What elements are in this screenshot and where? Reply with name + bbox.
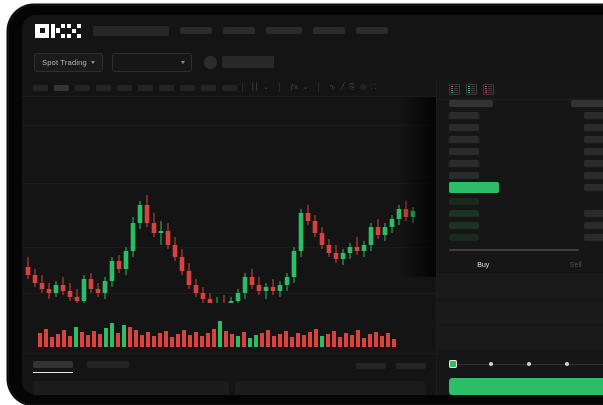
device-frame: Spot Trading (8, 5, 603, 405)
volume-histogram (22, 303, 436, 353)
fullscreen-icon[interactable]: ⛶ (371, 84, 377, 91)
timeframe-group (33, 84, 237, 91)
chart-gridline (22, 125, 436, 126)
tab-order-history[interactable] (87, 361, 129, 368)
toolbar-divider (279, 83, 281, 92)
bottom-panel-left[interactable] (33, 381, 229, 395)
orderbook-buy-icon[interactable] (466, 84, 477, 95)
orderbook-rows[interactable] (437, 99, 603, 255)
timeframe-8[interactable] (180, 84, 195, 91)
settings-gear-icon[interactable]: ◎ (360, 84, 367, 91)
app-screen: Spot Trading (22, 15, 603, 395)
app-header (22, 15, 603, 46)
orderbook-view-toggles (437, 79, 603, 95)
slider-handle[interactable] (449, 360, 457, 368)
indicator-icon[interactable]: ƒx (290, 84, 298, 91)
bottom-content-panels (33, 381, 425, 395)
trading-pair-select[interactable] (111, 52, 192, 72)
okx-logo-icon[interactable] (35, 23, 81, 38)
buy-sell-tabs: Buy Sell (437, 256, 603, 275)
slider-node-75[interactable] (565, 361, 569, 366)
percent-slider[interactable] (449, 360, 603, 370)
bottom-action-1[interactable] (356, 363, 386, 369)
nav-item-4[interactable] (313, 27, 345, 34)
candle-series (25, 195, 416, 303)
header-nav (93, 25, 388, 36)
bottom-panel (22, 353, 436, 395)
logo-block-x (67, 23, 81, 38)
price-field[interactable] (437, 276, 603, 299)
chart-gridline (22, 183, 436, 184)
timeframe-2[interactable] (54, 84, 69, 91)
volume-series (38, 321, 396, 347)
amount-field[interactable] (437, 301, 603, 324)
line-tool-icon[interactable]: ∿ (329, 84, 336, 91)
total-field[interactable] (437, 326, 603, 349)
toolbar-divider (242, 83, 243, 92)
market-subheader: Spot Trading (22, 46, 603, 100)
toolbar-divider (318, 83, 320, 92)
chart-gridline (22, 293, 436, 294)
trade-form-fields (437, 276, 603, 349)
nav-item-5[interactable] (356, 27, 388, 34)
pair-name-label (221, 56, 274, 68)
chart-toolbar: ⎮⎮ ⌄ ƒx ⌄ ∿ ╱ ⎘ ◎ ⛶ (22, 79, 436, 97)
nav-item-2[interactable] (223, 27, 255, 34)
timeframe-10[interactable] (222, 84, 237, 91)
slider-node-50[interactable] (527, 361, 531, 366)
market-type-label: Spot Trading (42, 57, 87, 67)
timeframe-7[interactable] (159, 84, 174, 91)
drawing-pencil-icon[interactable]: ╱ (340, 84, 345, 91)
bottom-actions (356, 363, 426, 369)
timeframe-9[interactable] (201, 84, 216, 91)
bottom-panel-right[interactable] (235, 381, 425, 395)
orderbook-sell-icon[interactable] (483, 84, 494, 95)
timeframe-5[interactable] (117, 84, 132, 91)
orderbook-trade-panel: Buy Sell (436, 79, 603, 395)
orderbook-scrollbar[interactable] (449, 249, 579, 251)
tab-buy[interactable]: Buy (477, 261, 490, 269)
chevron-down-icon (90, 60, 95, 64)
spread-highlight (449, 181, 499, 193)
timeframe-1[interactable] (33, 84, 48, 91)
nav-item-1[interactable] (180, 27, 212, 34)
nav-search[interactable] (93, 25, 169, 36)
logo-block-o (35, 23, 49, 38)
candle-type-icon[interactable]: ⎮⎮ (251, 84, 259, 91)
camera-icon[interactable]: ⎘ (349, 84, 356, 91)
chart-gridline (22, 247, 436, 248)
active-tab-underline (33, 371, 73, 373)
bottom-tabs (22, 354, 436, 373)
tab-sell[interactable]: Sell (569, 261, 582, 269)
tab-open-orders[interactable] (33, 361, 73, 373)
candle-type-dropdown-icon[interactable]: ⌄ (263, 84, 270, 91)
bottom-action-2[interactable] (396, 363, 426, 369)
slider-node-25[interactable] (489, 361, 493, 366)
chevron-down-icon (180, 60, 185, 64)
logo-block-k (51, 23, 65, 38)
timeframe-6[interactable] (138, 84, 153, 91)
chart-tool-icons: ⎮⎮ ⌄ ƒx ⌄ ∿ ╱ ⎘ ◎ ⛶ (251, 83, 376, 92)
indicator-dropdown-icon[interactable]: ⌄ (302, 84, 309, 91)
pair-avatar-icon (203, 55, 217, 69)
market-type-dropdown[interactable]: Spot Trading (34, 52, 103, 72)
nav-item-3[interactable] (266, 27, 302, 34)
timeframe-3[interactable] (75, 84, 90, 91)
candlestick-chart[interactable] (22, 97, 436, 303)
orderbook-both-icon[interactable] (449, 84, 460, 95)
timeframe-4[interactable] (96, 84, 111, 91)
buy-submit-button[interactable] (449, 378, 603, 395)
